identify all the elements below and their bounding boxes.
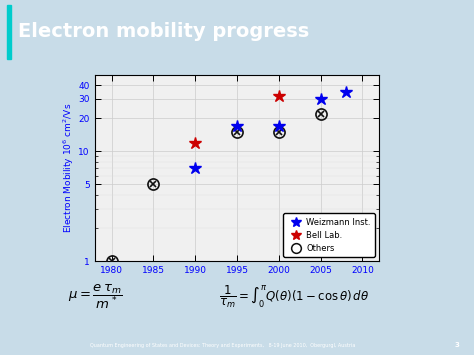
- Others: [318, 111, 323, 116]
- Weizmann Inst.: [343, 89, 348, 94]
- Y-axis label: Electron Mobility 10$^6$ cm$^2$/Vs: Electron Mobility 10$^6$ cm$^2$/Vs: [61, 103, 76, 233]
- Line: Weizmann Inst.: Weizmann Inst.: [189, 85, 352, 175]
- Weizmann Inst.: [276, 124, 282, 128]
- Line: Bell Lab.: Bell Lab.: [189, 89, 285, 149]
- Bar: [7, 5, 11, 59]
- Text: Electron mobility progress: Electron mobility progress: [18, 22, 309, 42]
- Legend: Weizmann Inst., Bell Lab., Others: Weizmann Inst., Bell Lab., Others: [283, 213, 375, 257]
- Weizmann Inst.: [192, 166, 198, 170]
- Weizmann Inst.: [318, 97, 323, 101]
- Line: Others: Others: [108, 110, 324, 265]
- Others: [276, 130, 282, 134]
- Others: [109, 259, 114, 263]
- Text: 3: 3: [455, 342, 460, 348]
- Bell Lab.: [276, 94, 282, 98]
- Text: $\dfrac{1}{\tau_m} = \int_0^{\pi} Q(\theta)(1 - \cos\theta)\,d\theta$: $\dfrac{1}{\tau_m} = \int_0^{\pi} Q(\the…: [219, 283, 369, 310]
- Weizmann Inst.: [234, 124, 240, 128]
- Text: Quantum Engineering of States and Devices: Theory and Experiments,   8-19 June 2: Quantum Engineering of States and Device…: [90, 343, 356, 348]
- Others: [234, 130, 240, 134]
- Text: $\mu = \dfrac{e\,\tau_m}{m^*}$: $\mu = \dfrac{e\,\tau_m}{m^*}$: [67, 283, 122, 311]
- Bell Lab.: [192, 141, 198, 145]
- Others: [151, 182, 156, 187]
